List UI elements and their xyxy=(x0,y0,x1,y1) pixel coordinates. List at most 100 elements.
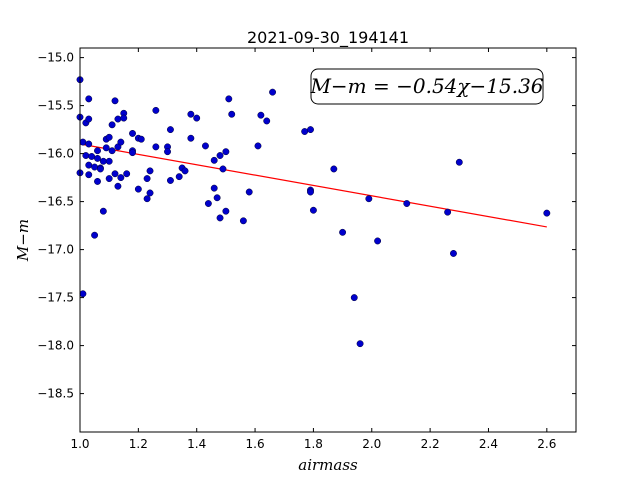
x-axis-label: airmass xyxy=(298,456,358,474)
data-point xyxy=(213,194,221,202)
data-point xyxy=(307,126,314,134)
data-point xyxy=(146,189,154,197)
data-point xyxy=(85,140,93,148)
data-point xyxy=(166,177,174,184)
data-point xyxy=(129,129,136,137)
y-tick-label: −16.0 xyxy=(37,147,74,161)
data-point xyxy=(105,133,113,141)
y-tick-label: −17.5 xyxy=(37,291,74,305)
data-points xyxy=(76,76,551,348)
data-point xyxy=(330,165,338,173)
data-point xyxy=(210,156,218,164)
data-point xyxy=(257,111,265,119)
data-point xyxy=(102,144,110,152)
data-point xyxy=(99,207,107,215)
x-tick-label: 1.8 xyxy=(304,437,323,451)
data-point xyxy=(216,214,224,222)
data-point xyxy=(307,188,314,196)
fit-line xyxy=(79,143,547,228)
data-point xyxy=(111,97,119,105)
y-tick-label: −17.0 xyxy=(37,243,74,257)
data-point xyxy=(108,147,116,155)
x-tick-label: 2.0 xyxy=(362,437,381,451)
y-tick-label: −15.5 xyxy=(37,99,74,113)
data-point xyxy=(99,157,107,165)
data-point xyxy=(543,209,551,217)
data-point xyxy=(143,175,151,183)
data-point xyxy=(210,184,218,192)
data-point xyxy=(94,154,101,162)
data-point xyxy=(301,128,309,135)
data-point xyxy=(94,177,101,185)
x-tick-label: 2.2 xyxy=(421,437,440,451)
data-point xyxy=(79,290,87,298)
data-point xyxy=(117,138,125,146)
data-point xyxy=(202,142,209,150)
x-tick-label: 1.6 xyxy=(246,437,265,451)
data-point xyxy=(263,117,271,125)
data-point xyxy=(94,147,101,155)
axis-ticks: 1.0 1.2 1.4 1.6 1.8 2.0 2.2 2.4 2.6 −15.0 −15.5 −16… xyxy=(37,48,576,451)
chart-title: 2021-09-30_194141 xyxy=(247,28,409,48)
fit-line-layer xyxy=(79,143,547,228)
data-point xyxy=(152,106,160,114)
data-point xyxy=(129,149,136,157)
data-point xyxy=(120,114,128,122)
data-point xyxy=(225,95,233,103)
data-point xyxy=(350,294,358,302)
data-point xyxy=(193,114,201,122)
data-point xyxy=(403,200,411,207)
x-tick-label: 1.4 xyxy=(187,437,206,451)
data-point xyxy=(85,171,93,179)
data-point xyxy=(269,88,277,96)
data-point xyxy=(166,126,174,134)
data-point xyxy=(79,138,87,146)
data-point xyxy=(105,175,113,183)
annotation-frame xyxy=(310,68,544,105)
data-point xyxy=(108,121,116,129)
fit-annotation-box: M−m = −0.54χ−15.36 xyxy=(309,68,544,105)
data-point xyxy=(117,174,125,182)
data-point xyxy=(114,182,122,190)
data-point xyxy=(204,200,212,207)
data-point xyxy=(105,157,113,165)
x-tick-label: 1.0 xyxy=(70,437,89,451)
data-point xyxy=(134,185,142,193)
data-point xyxy=(137,135,145,143)
data-point xyxy=(181,167,189,175)
data-point xyxy=(91,163,99,171)
data-point xyxy=(444,208,452,216)
data-point xyxy=(85,95,93,103)
data-point xyxy=(222,148,230,156)
data-point xyxy=(114,115,122,123)
data-point xyxy=(365,195,373,203)
data-point xyxy=(175,173,183,181)
data-point xyxy=(91,231,99,239)
data-point xyxy=(455,158,463,166)
data-point xyxy=(339,228,347,236)
data-point xyxy=(222,207,230,215)
data-point xyxy=(309,206,317,214)
data-point xyxy=(85,115,93,123)
plot-frame xyxy=(79,47,577,433)
data-point xyxy=(85,161,93,169)
x-tick-label: 1.2 xyxy=(129,437,148,451)
data-point xyxy=(146,167,154,175)
data-point xyxy=(111,170,119,178)
data-point xyxy=(228,110,236,118)
data-point xyxy=(219,165,227,173)
data-point xyxy=(152,143,160,151)
data-point xyxy=(239,217,247,225)
x-tick-label: 2.6 xyxy=(537,437,556,451)
data-point xyxy=(187,110,195,118)
data-point xyxy=(143,195,151,203)
y-tick-label: −15.0 xyxy=(37,51,74,65)
y-tick-label: −18.0 xyxy=(37,339,74,353)
data-point xyxy=(187,134,195,142)
data-point xyxy=(254,142,262,150)
data-point xyxy=(216,152,224,159)
y-axis-label: M−m xyxy=(14,219,32,262)
data-point xyxy=(356,340,364,348)
data-point xyxy=(123,170,131,178)
